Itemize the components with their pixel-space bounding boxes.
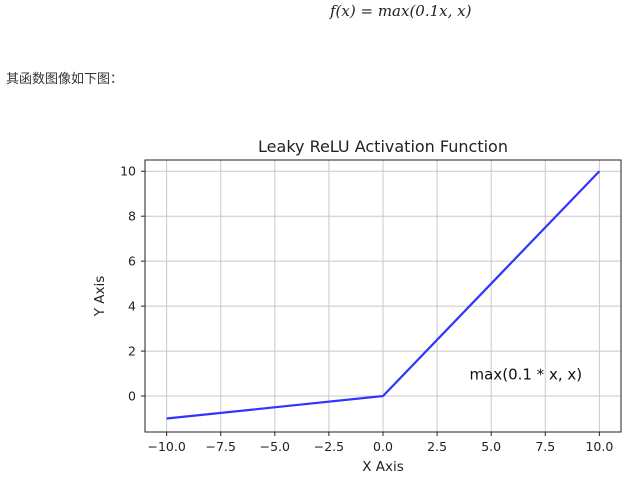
y-tick-label: 6 [128,254,136,269]
x-ticks: −10.0 −7.5 −5.0 −2.5 0.0 2.5 5.0 7.5 10.0 [147,432,613,454]
y-ticks: 0 2 4 6 8 10 [120,164,145,404]
chart-title: Leaky ReLU Activation Function [258,137,508,156]
caption-text: 其函数图像如下图： [6,72,124,87]
x-tick-label: −7.5 [206,439,236,454]
x-tick-label: −5.0 [260,439,290,454]
y-tick-label: 4 [128,299,136,314]
grid-lines [145,160,621,432]
y-tick-label: 8 [128,209,136,224]
y-tick-label: 0 [128,389,136,404]
x-tick-label: 10.0 [585,439,613,454]
function-annotation: max(0.1 * x, x) [470,366,583,384]
series-layer [166,170,601,420]
x-tick-label: −10.0 [147,439,185,454]
x-tick-label: −2.5 [314,439,344,454]
x-tick-label: 7.5 [535,439,555,454]
y-axis-label: Y Axis [92,276,108,318]
x-tick-label: 5.0 [481,439,501,454]
x-axis-label: X Axis [362,459,404,475]
y-tick-label: 10 [120,164,136,179]
y-tick-label: 2 [128,344,136,359]
leaky-relu-line [166,170,601,420]
x-tick-label: 2.5 [427,439,447,454]
x-tick-label: 0.0 [373,439,393,454]
formula-text: f(x) = max(0.1x, x) [330,2,472,20]
